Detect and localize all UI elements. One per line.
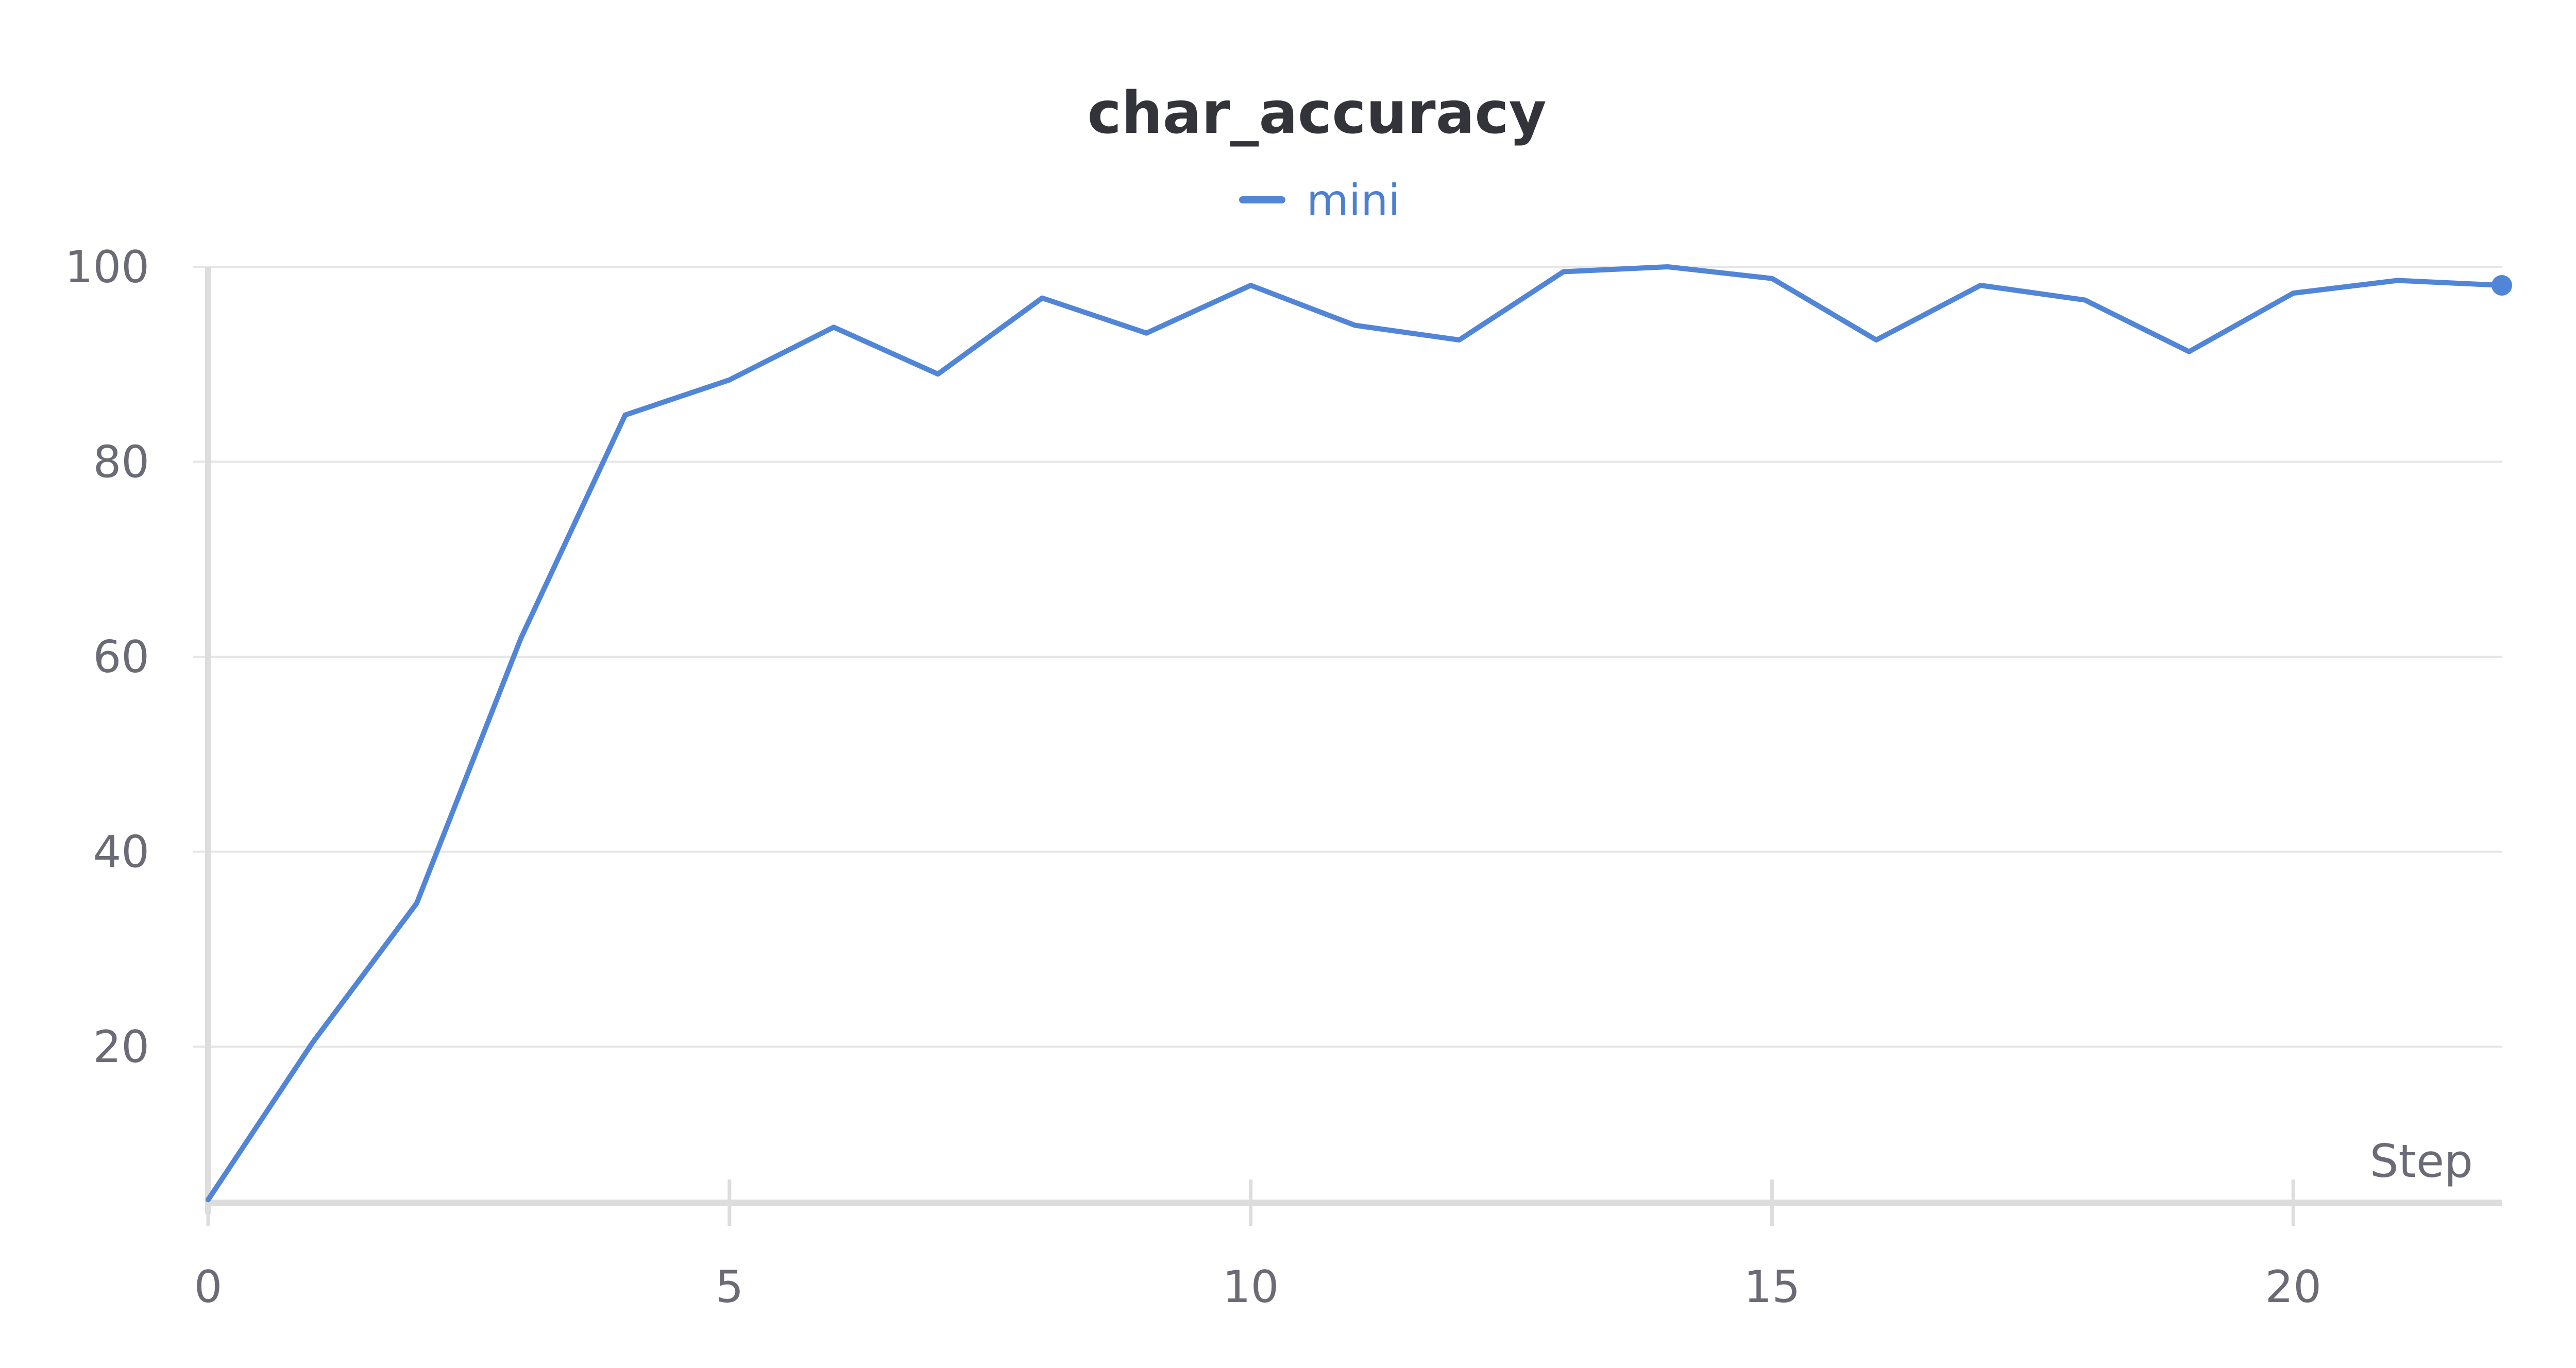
- x-tick-label-15: 15: [1744, 1261, 1800, 1313]
- axes: [205, 267, 2502, 1226]
- y-tick-label-80: 80: [93, 437, 149, 488]
- x-tick-label-0: 0: [194, 1261, 223, 1313]
- x-tick-label-5: 5: [715, 1261, 743, 1313]
- y-tick-label-60: 60: [93, 631, 149, 683]
- data-point-mini-22[interactable]: [2492, 275, 2512, 296]
- legend-label-mini: mini: [1307, 175, 1400, 226]
- y-tick-label-40: 40: [93, 827, 149, 878]
- y-tick-label-20: 20: [93, 1021, 149, 1073]
- x-tick-label-20: 20: [2265, 1261, 2321, 1313]
- series-mini[interactable]: [206, 264, 2512, 1203]
- chart-title: char_accuracy: [1087, 80, 1546, 147]
- x-axis-title: Step: [2370, 1135, 2473, 1188]
- grid: [193, 266, 2502, 1048]
- y-tick-label-100: 100: [65, 242, 149, 293]
- legend[interactable]: mini: [1239, 175, 1400, 226]
- x-tick-label-10: 10: [1223, 1261, 1279, 1313]
- tick-labels: 20 40 60 80 100 0 5 10 15 20: [65, 242, 2321, 1313]
- series-line-mini[interactable]: [206, 264, 2504, 1203]
